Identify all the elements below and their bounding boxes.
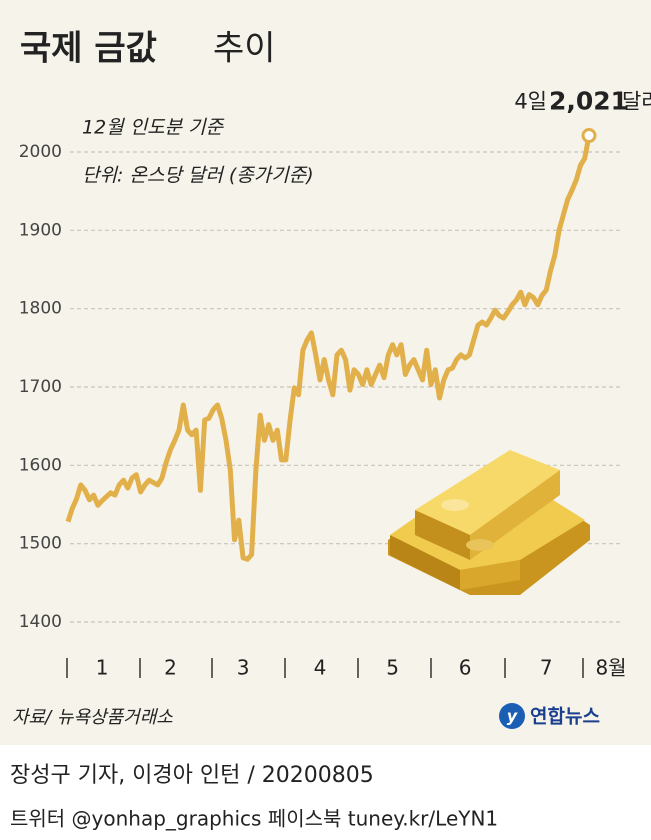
credit: 장성구 기자, 이경아 인턴 / 20200805	[10, 763, 374, 788]
annotation-unit: 달러	[622, 90, 651, 114]
month-separators	[66, 658, 584, 678]
gold-bars	[388, 450, 590, 595]
chart-title: 국제 금값	[20, 29, 157, 69]
chart-title-rest: 추이	[213, 29, 276, 69]
x-tick-label: 3	[237, 656, 250, 680]
x-tick-label: 5	[386, 656, 399, 680]
x-tick-label: 1	[96, 656, 109, 680]
y-tick-label: 1700	[19, 377, 62, 397]
x-tick-label: 6	[459, 656, 472, 680]
x-tick-label: 2	[164, 656, 177, 680]
line	[65, 135, 592, 562]
end-point	[581, 128, 597, 144]
subtitle: 12월 인도분 기준	[82, 117, 225, 139]
social: 트위터 @yonhap_graphics 페이스북 tuney.kr/LeYN1	[10, 807, 498, 831]
value-label: 2,021	[549, 87, 628, 116]
footer-background	[0, 745, 651, 840]
y-tick-label: 1500	[19, 534, 62, 554]
annotation-day: 4일	[514, 90, 547, 114]
y-tick-label: 1600	[19, 455, 62, 475]
x-tick-label: 8월	[595, 656, 626, 680]
y-tick-label: 1400	[19, 612, 62, 632]
logo-glyph: y	[507, 707, 518, 726]
x-tick-label: 7	[540, 656, 553, 680]
x-tick-label: 4	[314, 656, 327, 680]
logo-mark	[499, 703, 525, 729]
y-tick-label: 1900	[19, 220, 62, 240]
logo: 연합뉴스	[530, 706, 600, 728]
y-tick-label: 2000	[19, 142, 62, 162]
y-tick-label: 1800	[19, 299, 62, 319]
subtitle: 단위: 온스당 달러 (종가기준)	[82, 165, 314, 187]
source: 자료/ 뉴욕상품거래소	[12, 707, 173, 728]
